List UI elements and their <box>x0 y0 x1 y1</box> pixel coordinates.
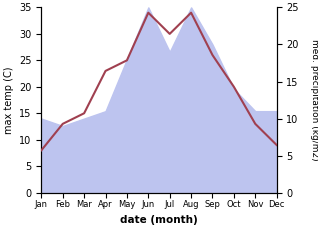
Y-axis label: max temp (C): max temp (C) <box>3 66 14 134</box>
Y-axis label: med. precipitation (kg/m2): med. precipitation (kg/m2) <box>310 39 318 161</box>
X-axis label: date (month): date (month) <box>120 215 198 225</box>
